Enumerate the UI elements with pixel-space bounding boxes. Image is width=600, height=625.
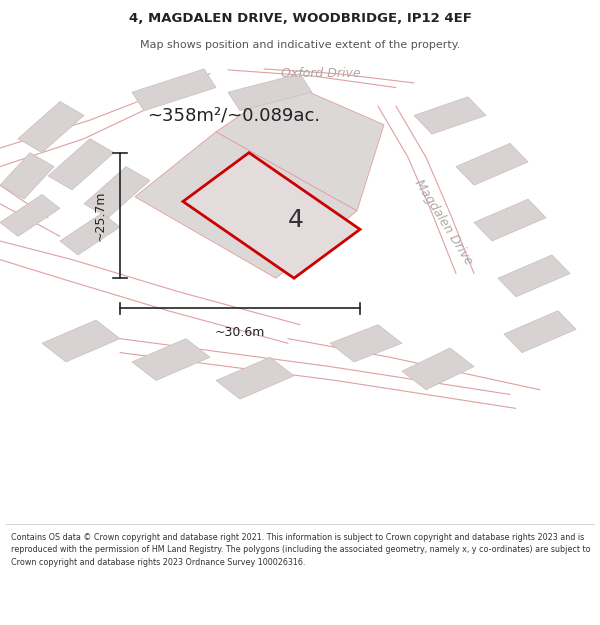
Polygon shape [135, 132, 357, 278]
Polygon shape [414, 97, 486, 134]
Polygon shape [132, 69, 216, 111]
Text: Magdalen Drive: Magdalen Drive [412, 177, 476, 268]
Text: ~30.6m: ~30.6m [215, 326, 265, 339]
Polygon shape [402, 348, 474, 390]
Text: 4: 4 [287, 208, 304, 232]
Polygon shape [132, 339, 210, 381]
Text: ~25.7m: ~25.7m [94, 190, 107, 241]
Polygon shape [48, 139, 114, 190]
Polygon shape [216, 357, 294, 399]
Polygon shape [330, 325, 402, 362]
Text: Map shows position and indicative extent of the property.: Map shows position and indicative extent… [140, 39, 460, 49]
Polygon shape [228, 74, 312, 111]
Polygon shape [18, 101, 84, 152]
Text: ~358m²/~0.089ac.: ~358m²/~0.089ac. [147, 106, 320, 124]
Polygon shape [0, 152, 54, 199]
Text: 4, MAGDALEN DRIVE, WOODBRIDGE, IP12 4EF: 4, MAGDALEN DRIVE, WOODBRIDGE, IP12 4EF [128, 12, 472, 25]
Polygon shape [0, 194, 60, 236]
Polygon shape [474, 199, 546, 241]
Polygon shape [456, 143, 528, 185]
Polygon shape [504, 311, 576, 352]
Polygon shape [60, 213, 120, 255]
Polygon shape [216, 83, 384, 211]
Text: Contains OS data © Crown copyright and database right 2021. This information is : Contains OS data © Crown copyright and d… [11, 532, 590, 567]
Text: Oxford Drive: Oxford Drive [281, 67, 361, 80]
Polygon shape [183, 152, 360, 278]
Polygon shape [84, 167, 150, 217]
Polygon shape [42, 320, 120, 362]
Polygon shape [498, 255, 570, 297]
